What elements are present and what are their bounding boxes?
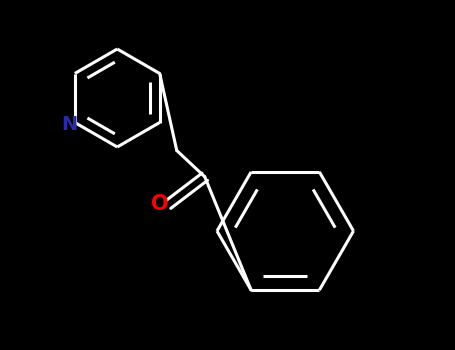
Text: N: N: [61, 115, 78, 134]
Text: O: O: [152, 194, 169, 214]
